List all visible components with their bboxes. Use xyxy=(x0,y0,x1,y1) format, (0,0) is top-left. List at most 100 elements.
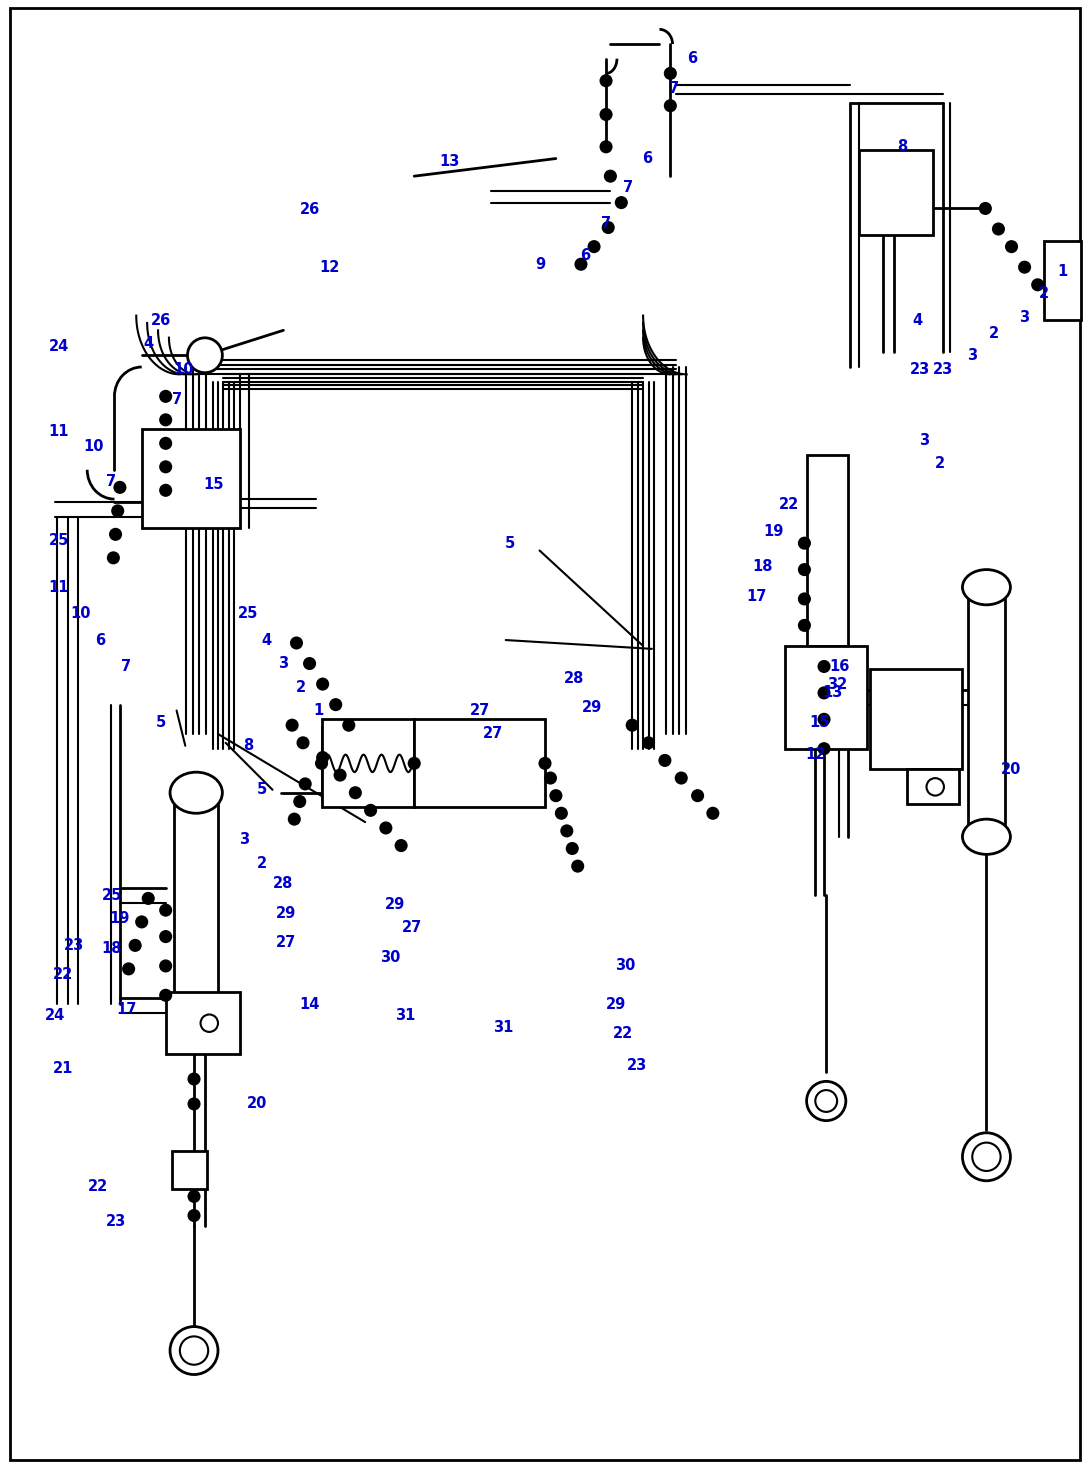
Ellipse shape xyxy=(962,819,1010,854)
Circle shape xyxy=(349,787,362,799)
Circle shape xyxy=(1018,261,1031,273)
Text: 24: 24 xyxy=(49,339,69,354)
Text: 20: 20 xyxy=(247,1097,267,1111)
Text: 12: 12 xyxy=(319,260,339,275)
Text: 4: 4 xyxy=(912,313,923,327)
Circle shape xyxy=(615,197,628,208)
Text: 7: 7 xyxy=(668,81,679,95)
Text: 16: 16 xyxy=(829,659,849,674)
Circle shape xyxy=(159,931,172,942)
Text: 27: 27 xyxy=(276,935,295,950)
Circle shape xyxy=(135,916,148,928)
Circle shape xyxy=(379,822,392,834)
Text: 7: 7 xyxy=(622,181,633,195)
Text: 1: 1 xyxy=(313,703,324,718)
Circle shape xyxy=(187,1098,201,1110)
Text: 31: 31 xyxy=(494,1020,513,1035)
Circle shape xyxy=(296,737,310,749)
Text: 28: 28 xyxy=(565,671,584,686)
Text: 19: 19 xyxy=(110,912,130,926)
Circle shape xyxy=(798,593,811,605)
Circle shape xyxy=(303,658,316,669)
Circle shape xyxy=(159,390,172,402)
Text: 7: 7 xyxy=(171,392,182,407)
Circle shape xyxy=(807,1082,846,1120)
Text: 17: 17 xyxy=(117,1003,136,1017)
Circle shape xyxy=(129,940,142,951)
Text: 17: 17 xyxy=(747,589,766,603)
Circle shape xyxy=(664,100,677,112)
Text: 2: 2 xyxy=(934,457,945,471)
Circle shape xyxy=(538,757,552,769)
Text: 25: 25 xyxy=(102,888,122,903)
Circle shape xyxy=(290,637,303,649)
Bar xyxy=(907,769,959,804)
Text: 27: 27 xyxy=(483,727,502,741)
Text: 8: 8 xyxy=(243,738,254,753)
Circle shape xyxy=(180,1336,208,1365)
Circle shape xyxy=(815,1091,837,1111)
Circle shape xyxy=(201,1014,218,1032)
Circle shape xyxy=(286,719,299,731)
Circle shape xyxy=(658,755,671,766)
Circle shape xyxy=(159,904,172,916)
Circle shape xyxy=(293,796,306,807)
Text: 30: 30 xyxy=(380,950,400,964)
Circle shape xyxy=(113,482,126,493)
Text: 3: 3 xyxy=(967,348,978,363)
Circle shape xyxy=(602,222,615,233)
Text: 32: 32 xyxy=(827,677,847,691)
Circle shape xyxy=(798,619,811,631)
Text: 5: 5 xyxy=(505,536,516,550)
Circle shape xyxy=(395,840,408,851)
Circle shape xyxy=(818,713,831,725)
Ellipse shape xyxy=(962,570,1010,605)
Text: 11: 11 xyxy=(49,580,69,595)
Bar xyxy=(785,646,867,749)
Text: 5: 5 xyxy=(156,715,167,730)
Circle shape xyxy=(159,484,172,496)
Circle shape xyxy=(664,68,677,79)
Text: 26: 26 xyxy=(300,203,319,217)
Circle shape xyxy=(691,790,704,802)
Circle shape xyxy=(626,719,639,731)
Circle shape xyxy=(329,699,342,711)
Circle shape xyxy=(111,505,124,517)
Text: 7: 7 xyxy=(601,216,611,230)
Text: 23: 23 xyxy=(106,1214,125,1229)
Circle shape xyxy=(972,1142,1001,1171)
Text: 4: 4 xyxy=(143,336,154,351)
Circle shape xyxy=(334,769,347,781)
Circle shape xyxy=(342,719,355,731)
Text: 13: 13 xyxy=(439,154,459,169)
Circle shape xyxy=(600,109,613,120)
Circle shape xyxy=(544,772,557,784)
Circle shape xyxy=(187,1191,201,1202)
Circle shape xyxy=(1031,279,1044,291)
Text: 3: 3 xyxy=(278,656,289,671)
Text: 30: 30 xyxy=(616,959,635,973)
Text: 13: 13 xyxy=(823,686,843,700)
Ellipse shape xyxy=(170,772,222,813)
Circle shape xyxy=(288,813,301,825)
Text: 2: 2 xyxy=(256,856,267,871)
Text: 11: 11 xyxy=(49,424,69,439)
Circle shape xyxy=(818,743,831,755)
Text: 21: 21 xyxy=(53,1061,73,1076)
Text: 25: 25 xyxy=(49,533,69,548)
Text: 2: 2 xyxy=(1039,286,1050,301)
Circle shape xyxy=(992,223,1005,235)
Circle shape xyxy=(159,461,172,473)
Bar xyxy=(172,1151,207,1189)
Text: 9: 9 xyxy=(535,257,546,272)
Text: 23: 23 xyxy=(64,938,84,953)
Text: 25: 25 xyxy=(239,606,258,621)
Text: 10: 10 xyxy=(71,606,90,621)
Text: 22: 22 xyxy=(53,967,73,982)
Text: 3: 3 xyxy=(1019,310,1030,324)
Text: 29: 29 xyxy=(276,906,295,920)
Circle shape xyxy=(142,893,155,904)
Circle shape xyxy=(798,564,811,575)
Text: 24: 24 xyxy=(45,1009,64,1023)
Text: 15: 15 xyxy=(810,715,829,730)
